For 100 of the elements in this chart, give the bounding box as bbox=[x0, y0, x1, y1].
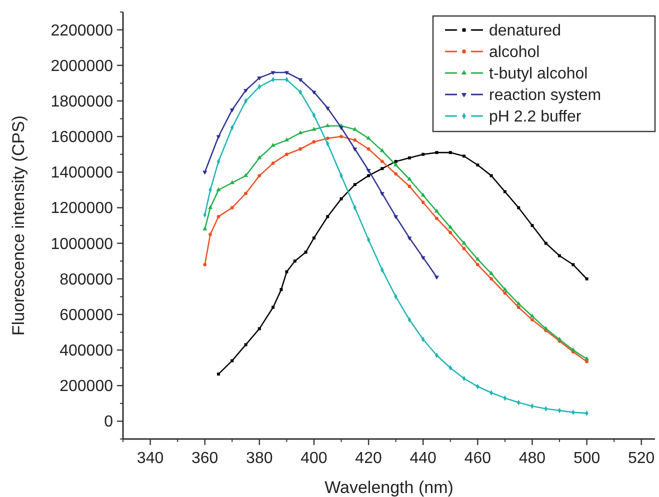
point bbox=[243, 88, 248, 93]
point bbox=[353, 138, 357, 142]
point bbox=[448, 224, 453, 229]
point bbox=[502, 286, 508, 291]
point bbox=[489, 270, 494, 275]
point bbox=[380, 167, 384, 170]
point bbox=[380, 192, 384, 196]
point bbox=[312, 140, 316, 144]
point bbox=[476, 262, 480, 266]
point bbox=[462, 240, 466, 245]
point bbox=[304, 250, 308, 254]
y-tick-label: 600000 bbox=[60, 306, 114, 324]
point bbox=[516, 306, 520, 310]
point bbox=[216, 372, 220, 376]
legend-label: pH 2.2 buffer bbox=[489, 108, 582, 126]
point bbox=[557, 336, 562, 341]
y-tick-label: 0 bbox=[104, 414, 114, 431]
point bbox=[366, 169, 371, 173]
x-tick-label: 520 bbox=[628, 450, 655, 467]
point bbox=[420, 192, 426, 197]
y-tick-label: 2200000 bbox=[50, 22, 114, 40]
point bbox=[326, 215, 330, 218]
point bbox=[448, 230, 452, 234]
point bbox=[435, 151, 438, 154]
point bbox=[244, 192, 248, 196]
x-tick-label: 500 bbox=[573, 450, 600, 467]
point bbox=[353, 183, 356, 186]
point bbox=[407, 176, 412, 181]
point bbox=[298, 130, 303, 134]
x-tick-label: 380 bbox=[246, 450, 273, 467]
point bbox=[490, 174, 493, 178]
y-tick-label: 2000000 bbox=[50, 58, 114, 75]
point bbox=[462, 246, 466, 250]
point bbox=[366, 136, 371, 140]
x-tick-label: 460 bbox=[464, 450, 492, 467]
point bbox=[394, 162, 398, 166]
y-tick-label: 200000 bbox=[60, 378, 114, 396]
legend-label: reaction system bbox=[489, 87, 602, 104]
point bbox=[270, 71, 276, 76]
point bbox=[257, 155, 262, 160]
point bbox=[244, 343, 248, 346]
x-tick-label: 360 bbox=[191, 450, 218, 467]
y-tick-label: 400000 bbox=[60, 342, 114, 360]
point bbox=[230, 206, 234, 210]
point bbox=[434, 208, 440, 213]
point bbox=[475, 256, 480, 261]
point bbox=[476, 164, 480, 167]
point bbox=[230, 108, 234, 112]
x-tick-label: 340 bbox=[136, 450, 164, 467]
point bbox=[366, 147, 370, 151]
point bbox=[585, 360, 588, 364]
point bbox=[271, 162, 275, 165]
y-tick-label: 1800000 bbox=[50, 93, 114, 110]
point bbox=[570, 347, 576, 352]
point bbox=[216, 135, 221, 140]
point bbox=[530, 314, 535, 318]
point bbox=[202, 226, 208, 230]
x-axis-title: Wavelength (nm) bbox=[324, 478, 454, 497]
point bbox=[408, 184, 412, 188]
point bbox=[435, 216, 438, 220]
point bbox=[380, 148, 384, 152]
point bbox=[208, 205, 213, 210]
point bbox=[325, 123, 330, 128]
point bbox=[408, 156, 411, 160]
y-tick-label: 1600000 bbox=[50, 129, 114, 146]
y-tick-label: 1200000 bbox=[50, 200, 114, 218]
point bbox=[230, 180, 234, 184]
point bbox=[340, 197, 343, 200]
point bbox=[326, 136, 330, 140]
point bbox=[490, 277, 493, 281]
point bbox=[367, 174, 370, 178]
point bbox=[516, 301, 521, 306]
point bbox=[421, 200, 425, 204]
point bbox=[203, 262, 207, 266]
point bbox=[270, 142, 276, 147]
point bbox=[285, 152, 288, 156]
point bbox=[258, 174, 262, 178]
x-tick-label: 440 bbox=[410, 450, 437, 467]
y-tick-label: 800000 bbox=[60, 271, 114, 288]
point bbox=[340, 134, 343, 138]
point bbox=[572, 263, 575, 266]
point bbox=[280, 288, 283, 292]
point bbox=[407, 236, 412, 241]
point bbox=[257, 76, 262, 80]
point bbox=[285, 270, 288, 274]
legend-label: t-butyl alcohol bbox=[489, 66, 588, 82]
x-tick-label: 480 bbox=[518, 450, 546, 467]
point bbox=[312, 236, 316, 240]
point bbox=[380, 160, 384, 164]
point bbox=[312, 90, 316, 95]
x-tick-label: 400 bbox=[300, 450, 328, 467]
point bbox=[284, 71, 289, 76]
point bbox=[208, 232, 212, 236]
point bbox=[394, 172, 398, 176]
legend-label: alcohol bbox=[489, 44, 540, 61]
point bbox=[503, 291, 507, 295]
y-tick-label: 1000000 bbox=[50, 236, 114, 253]
point bbox=[558, 254, 562, 258]
point bbox=[258, 327, 261, 330]
point bbox=[448, 151, 452, 154]
